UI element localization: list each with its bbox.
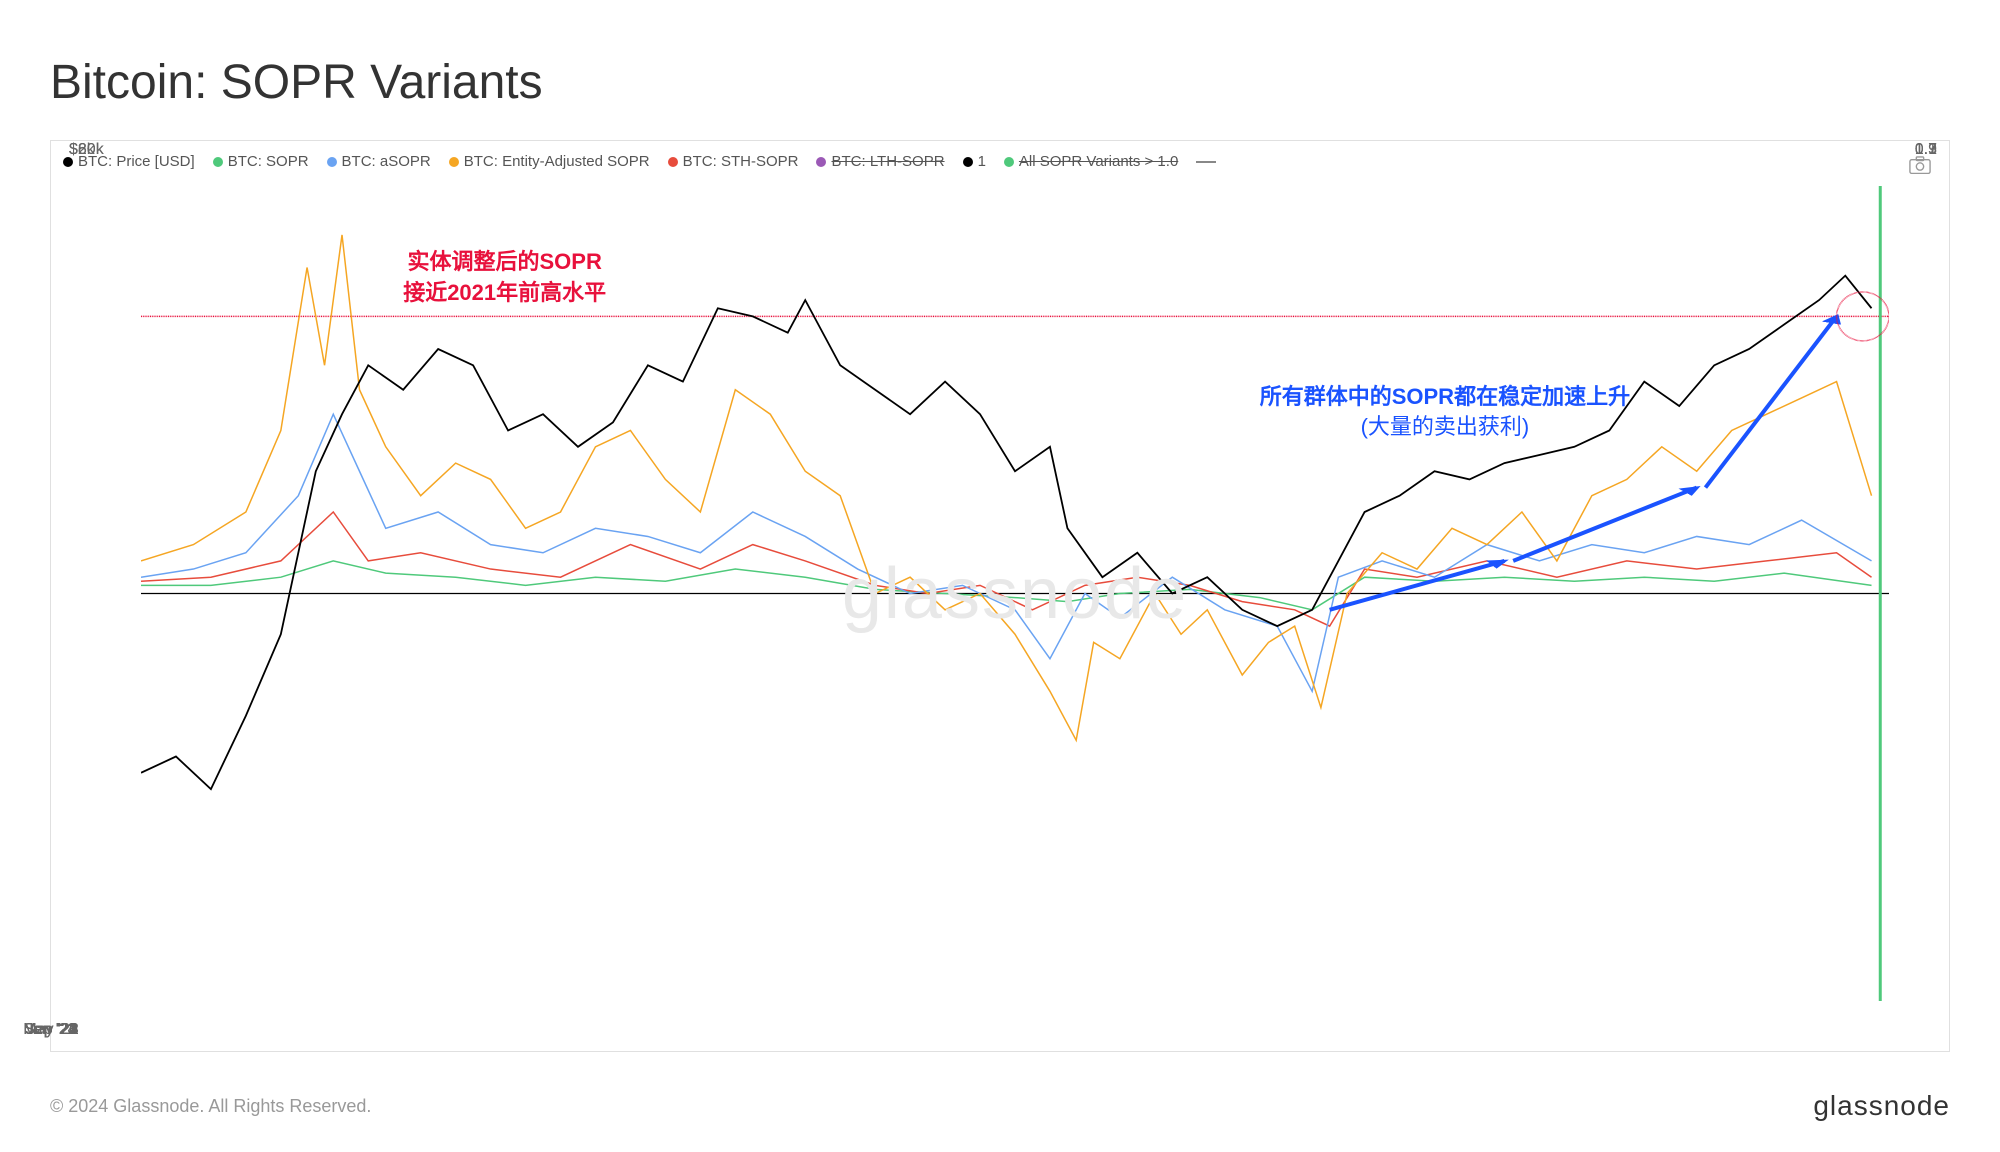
chart-container: BTC: Price [USD]BTC: SOPRBTC: aSOPRBTC: …: [50, 140, 1950, 1052]
legend-marker: [1004, 157, 1014, 167]
annotation-red-line1: 实体调整后的SOPR: [403, 247, 606, 278]
legend-marker: [213, 157, 223, 167]
legend-item[interactable]: BTC: Entity-Adjusted SOPR: [449, 153, 650, 170]
legend-label: 1: [978, 153, 986, 170]
annotation-blue-line2: (大量的卖出获利): [1260, 412, 1630, 443]
legend-marker: [449, 157, 459, 167]
legend-item[interactable]: [1196, 161, 1221, 163]
y-left-tick-label: $8k: [69, 141, 95, 159]
legend-label: BTC: Entity-Adjusted SOPR: [464, 153, 650, 170]
legend: BTC: Price [USD]BTC: SOPRBTC: aSOPRBTC: …: [63, 153, 1221, 170]
y-right-tick-label: 0.7: [1915, 141, 1937, 159]
legend-label: All SOPR Variants > 1.0: [1019, 153, 1178, 170]
legend-marker: [1196, 161, 1216, 163]
legend-label: BTC: LTH-SOPR: [831, 153, 944, 170]
chart-title: Bitcoin: SOPR Variants: [50, 55, 543, 110]
legend-item[interactable]: BTC: SOPR: [213, 153, 309, 170]
annotation-blue: 所有群体中的SOPR都在稳定加速上升 (大量的卖出获利): [1260, 382, 1630, 444]
copyright: © 2024 Glassnode. All Rights Reserved.: [50, 1096, 371, 1117]
legend-label: BTC: SOPR: [228, 153, 309, 170]
legend-marker: [327, 157, 337, 167]
annotation-blue-line1: 所有群体中的SOPR都在稳定加速上升: [1260, 382, 1630, 413]
legend-marker: [963, 157, 973, 167]
legend-marker: [816, 157, 826, 167]
annotation-red-line2: 接近2021年前高水平: [403, 278, 606, 309]
legend-item[interactable]: All SOPR Variants > 1.0: [1004, 153, 1178, 170]
legend-item[interactable]: 1: [963, 153, 986, 170]
x-tick-label: Jan '24: [25, 1021, 76, 1039]
legend-label: BTC: aSOPR: [342, 153, 431, 170]
annotation-red: 实体调整后的SOPR 接近2021年前高水平: [403, 247, 606, 309]
brand-logo: glassnode: [1813, 1090, 1950, 1122]
legend-item[interactable]: BTC: LTH-SOPR: [816, 153, 944, 170]
legend-item[interactable]: BTC: aSOPR: [327, 153, 431, 170]
legend-label: BTC: STH-SOPR: [683, 153, 799, 170]
legend-item[interactable]: BTC: STH-SOPR: [668, 153, 799, 170]
legend-marker: [668, 157, 678, 167]
plot-area: glassnode 实体调整后的SOPR 接近2021年前高水平 所有群体中的S…: [141, 186, 1889, 1001]
